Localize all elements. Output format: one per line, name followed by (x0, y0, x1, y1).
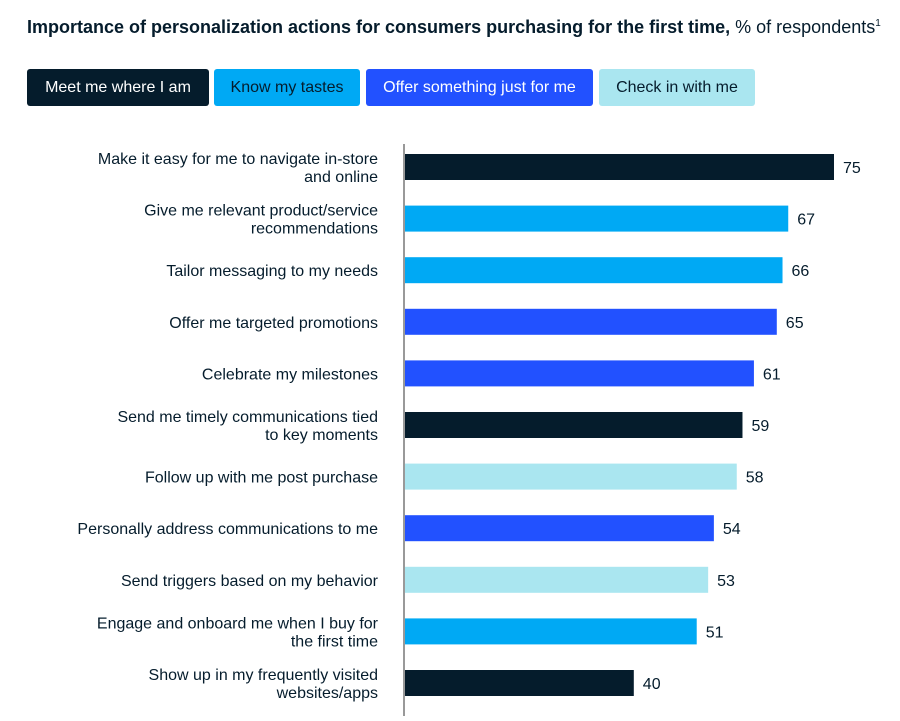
value-label-2: 66 (792, 263, 810, 280)
bar-3 (405, 308, 777, 335)
bar-7 (405, 515, 714, 542)
value-label-1: 67 (797, 212, 815, 229)
legend-item-know-my-tastes: Know my tastes (214, 69, 360, 106)
category-label-10-line-0: Show up in my frequently visited (149, 667, 378, 684)
bar-1 (405, 205, 789, 232)
value-label-10: 40 (643, 676, 661, 693)
category-label-1-line-0: Give me relevant product/service (144, 203, 378, 220)
bar-9 (405, 618, 697, 645)
category-label-4: Celebrate my milestones (202, 366, 378, 383)
value-label-5: 59 (751, 418, 769, 435)
bar-10 (405, 670, 634, 696)
category-label-5-line-0: Send me timely communications tied (117, 409, 378, 426)
value-label-4: 61 (763, 366, 781, 383)
bar-8 (405, 566, 709, 593)
category-label-5-line-1: to key moments (265, 427, 378, 444)
chart-title-main: Importance of personalization actions fo… (27, 17, 731, 37)
bar-6 (405, 463, 737, 490)
legend-item-offer-something-just-for-me: Offer something just for me (366, 69, 593, 106)
title-footnote-marker: 1 (875, 18, 881, 29)
value-label-9: 51 (706, 624, 724, 641)
bar-5 (405, 412, 743, 438)
legend-item-check-in-with-me: Check in with me (599, 69, 755, 106)
category-label-8: Send triggers based on my behavior (121, 573, 379, 590)
value-label-3: 65 (786, 315, 804, 332)
category-label-3: Offer me targeted promotions (169, 315, 378, 332)
category-label-7: Personally address communications to me (77, 521, 378, 538)
legend-item-meet-me-where-i-am: Meet me where I am (27, 69, 209, 106)
chart-title-unit: % of respondents (735, 17, 876, 37)
category-label-9-line-0: Engage and onboard me when I buy for (97, 615, 379, 632)
bar-4 (405, 360, 754, 387)
category-label-2: Tailor messaging to my needs (166, 263, 378, 280)
category-label-9-line-1: the first time (291, 633, 378, 650)
category-label-1-line-1: recommendations (251, 221, 378, 238)
value-label-6: 58 (746, 470, 764, 487)
category-label-6: Follow up with me post purchase (145, 470, 378, 487)
bar-2 (405, 257, 783, 284)
value-label-7: 54 (723, 521, 741, 538)
bar-0 (405, 154, 834, 180)
category-label-10-line-1: websites/apps (276, 685, 378, 702)
value-label-0: 75 (843, 160, 861, 177)
value-label-8: 53 (717, 573, 735, 590)
bar-chart: 75 Make it easy for me to navigate in-sto… (77, 144, 861, 716)
category-label-0-line-1: and online (304, 169, 378, 186)
category-label-0-line-0: Make it easy for me to navigate in-store (98, 151, 378, 168)
chart-title: Importance of personalization actions fo… (27, 15, 881, 39)
